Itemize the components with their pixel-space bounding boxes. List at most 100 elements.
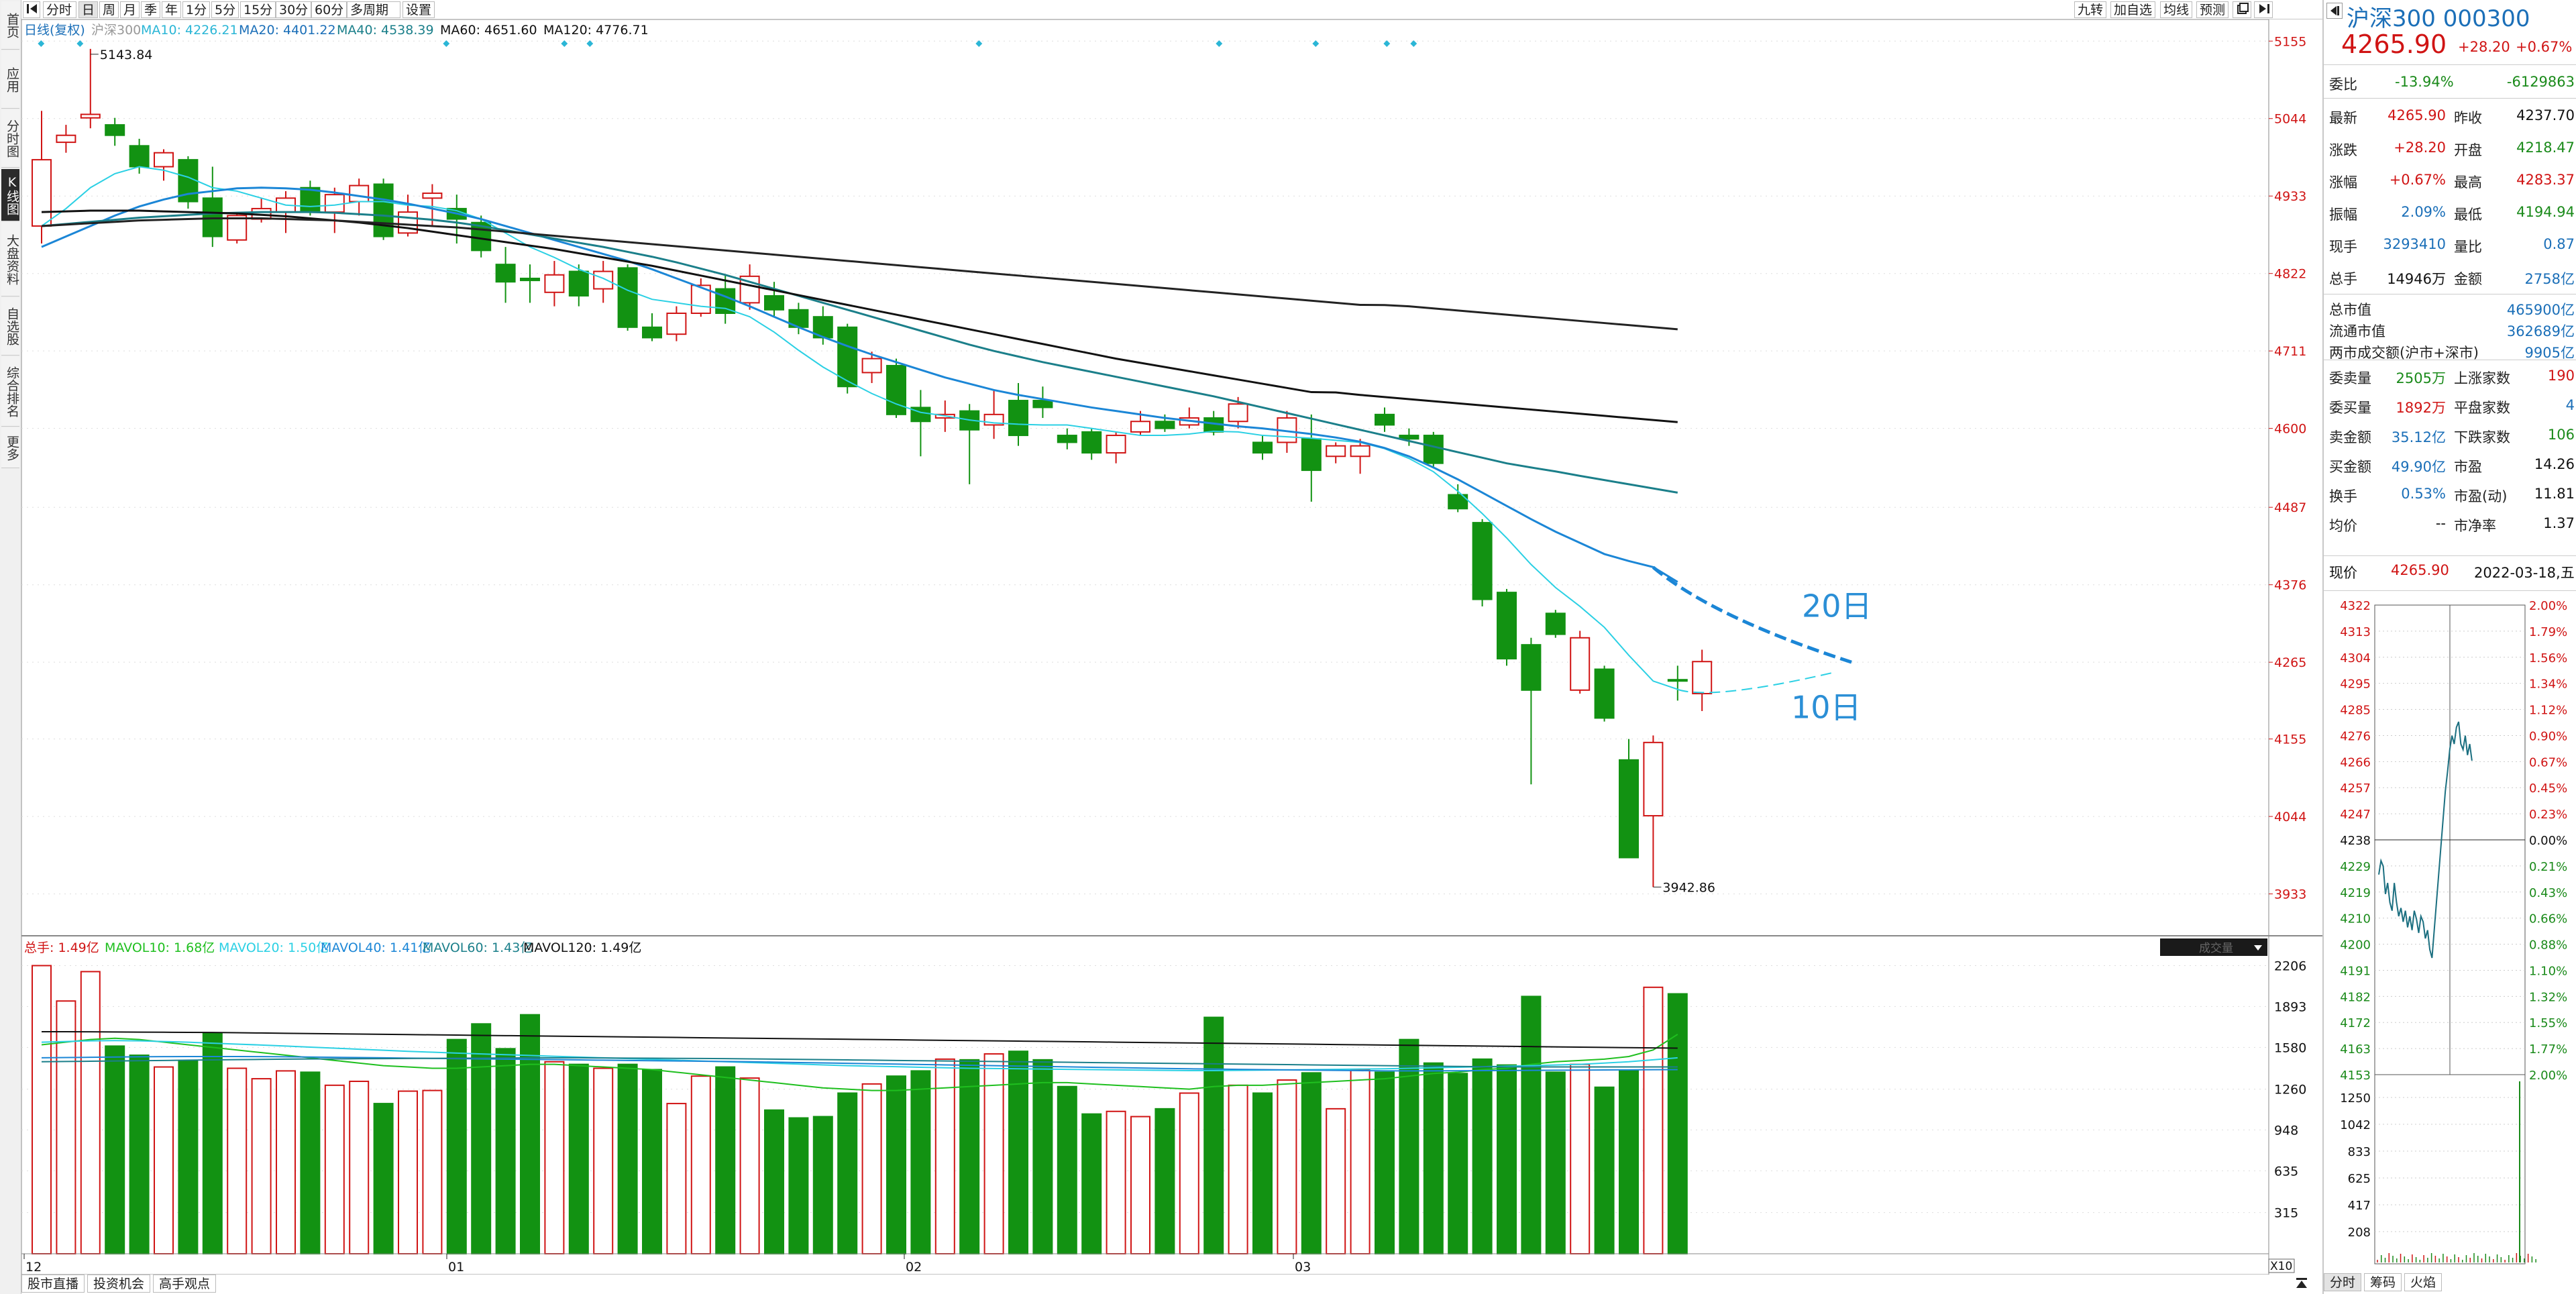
- forward-arrow-icon[interactable]: [2254, 1, 2273, 18]
- volume-bar[interactable]: [886, 1075, 906, 1255]
- candle-body[interactable]: [1423, 435, 1444, 464]
- volume-bar[interactable]: [642, 1069, 662, 1254]
- back-arrow-icon[interactable]: [23, 1, 40, 18]
- volume-bar[interactable]: [276, 1070, 296, 1254]
- candle-body[interactable]: [349, 184, 370, 203]
- candle-body[interactable]: [495, 264, 516, 283]
- volume-bar[interactable]: [373, 1103, 394, 1255]
- volume-bar[interactable]: [324, 1084, 345, 1254]
- period-button-12[interactable]: 设置: [402, 1, 435, 18]
- candle-body[interactable]: [1008, 400, 1028, 437]
- period-button-11[interactable]: 多周期: [347, 1, 400, 18]
- intraday-chart[interactable]: 4322 2.00% 4313 1.79% 4304 1.56% 4295 1.34% 4285…: [2324, 593, 2576, 1272]
- panel-back-icon[interactable]: [2326, 3, 2343, 19]
- volume-bar[interactable]: [56, 1000, 76, 1255]
- volume-bar[interactable]: [1594, 1086, 1615, 1255]
- volume-bar[interactable]: [1521, 995, 1542, 1254]
- candle-body[interactable]: [80, 113, 101, 119]
- nav-item-2[interactable]: 分时图: [1, 110, 19, 168]
- volume-bar[interactable]: [129, 1055, 150, 1255]
- volume-bar[interactable]: [1179, 1092, 1199, 1254]
- candle-body[interactable]: [1545, 612, 1566, 635]
- volume-bar[interactable]: [812, 1116, 833, 1254]
- nav-item-7[interactable]: 更多: [1, 428, 19, 468]
- volume-bar[interactable]: [446, 1038, 467, 1254]
- volume-bar[interactable]: [154, 1066, 174, 1254]
- candle-body[interactable]: [1375, 413, 1395, 426]
- volume-bar[interactable]: [495, 1048, 516, 1254]
- volume-bar[interactable]: [1081, 1113, 1102, 1254]
- nav-item-1[interactable]: 应用: [1, 51, 19, 109]
- volume-bar[interactable]: [1423, 1062, 1444, 1254]
- candle-body[interactable]: [1692, 661, 1713, 694]
- volume-bar[interactable]: [1667, 993, 1688, 1254]
- volume-bar[interactable]: [178, 1059, 199, 1254]
- volume-bar[interactable]: [1643, 986, 1664, 1255]
- candle-body[interactable]: [1619, 759, 1639, 859]
- candle-body[interactable]: [105, 124, 125, 136]
- volume-bar[interactable]: [1130, 1116, 1150, 1254]
- refresh-icon[interactable]: [2233, 1, 2251, 18]
- period-button-0[interactable]: 分时: [43, 1, 76, 18]
- volume-bar[interactable]: [568, 1063, 589, 1254]
- volume-bar[interactable]: [1472, 1058, 1493, 1255]
- candle-body[interactable]: [642, 326, 662, 339]
- volume-bar[interactable]: [1203, 1016, 1224, 1254]
- candle-body[interactable]: [1106, 435, 1126, 454]
- volume-bar[interactable]: [739, 1077, 760, 1254]
- period-button-1[interactable]: 日: [78, 1, 99, 18]
- bottom-tab-2[interactable]: 高手观点: [153, 1275, 217, 1293]
- nav-item-3[interactable]: K线图: [1, 169, 19, 221]
- candle-body[interactable]: [154, 152, 174, 168]
- right-toolbar-button-0[interactable]: 九转: [2074, 1, 2107, 18]
- period-button-6[interactable]: 1分: [182, 1, 211, 18]
- right-toolbar-button-3[interactable]: 预测: [2196, 1, 2229, 18]
- volume-bar[interactable]: [1155, 1108, 1175, 1254]
- volume-bar[interactable]: [715, 1066, 736, 1254]
- candle-body[interactable]: [1667, 679, 1688, 682]
- kline-chart-area[interactable]: 5155 5044 4933 4822 4711 4600 4487 4376 4265 4155…: [21, 19, 2322, 1275]
- candle-body[interactable]: [544, 274, 565, 293]
- nav-item-6[interactable]: 综合排名: [1, 357, 19, 427]
- volume-bar[interactable]: [983, 1053, 1004, 1255]
- period-button-7[interactable]: 5分: [211, 1, 239, 18]
- volume-bar[interactable]: [1057, 1085, 1077, 1254]
- candle-body[interactable]: [1497, 592, 1517, 659]
- candle-body[interactable]: [202, 197, 223, 237]
- right-toolbar-button-1[interactable]: 加自选: [2110, 1, 2156, 18]
- volume-bar[interactable]: [202, 1032, 223, 1255]
- nav-item-5[interactable]: 自选股: [1, 298, 19, 356]
- volume-bar[interactable]: [471, 1023, 492, 1254]
- volume-bar[interactable]: [1375, 1071, 1395, 1254]
- candle-body[interactable]: [764, 294, 784, 311]
- candle-body[interactable]: [520, 277, 540, 282]
- period-button-4[interactable]: 季: [141, 1, 161, 18]
- bottom-tab-1[interactable]: 投资机会: [87, 1275, 151, 1293]
- volume-bar[interactable]: [959, 1059, 980, 1254]
- volume-bar[interactable]: [398, 1090, 418, 1255]
- candle-body[interactable]: [886, 365, 906, 415]
- candle-body[interactable]: [617, 267, 638, 328]
- right-toolbar-button-2[interactable]: 均线: [2160, 1, 2193, 18]
- candle-body[interactable]: [32, 159, 52, 227]
- candle-body[interactable]: [373, 183, 394, 237]
- candle-body[interactable]: [666, 312, 687, 335]
- candle-body[interactable]: [324, 194, 345, 213]
- candle-body[interactable]: [1350, 445, 1371, 457]
- volume-bar[interactable]: [80, 971, 101, 1254]
- volume-indicator-button[interactable]: [2160, 938, 2267, 956]
- candle-body[interactable]: [1155, 421, 1175, 429]
- volume-bar[interactable]: [861, 1083, 882, 1254]
- volume-bar[interactable]: [1350, 1069, 1371, 1254]
- volume-bar[interactable]: [1301, 1072, 1322, 1254]
- volume-bar[interactable]: [300, 1071, 321, 1254]
- volume-bar[interactable]: [1228, 1084, 1248, 1254]
- period-button-10[interactable]: 60分: [311, 1, 347, 18]
- candle-body[interactable]: [1057, 435, 1077, 443]
- period-button-2[interactable]: 周: [99, 1, 119, 18]
- candle-body[interactable]: [1228, 403, 1248, 423]
- volume-bar[interactable]: [1252, 1092, 1273, 1254]
- volume-bar[interactable]: [764, 1109, 784, 1254]
- volume-bar[interactable]: [593, 1067, 614, 1254]
- volume-bar[interactable]: [227, 1067, 248, 1254]
